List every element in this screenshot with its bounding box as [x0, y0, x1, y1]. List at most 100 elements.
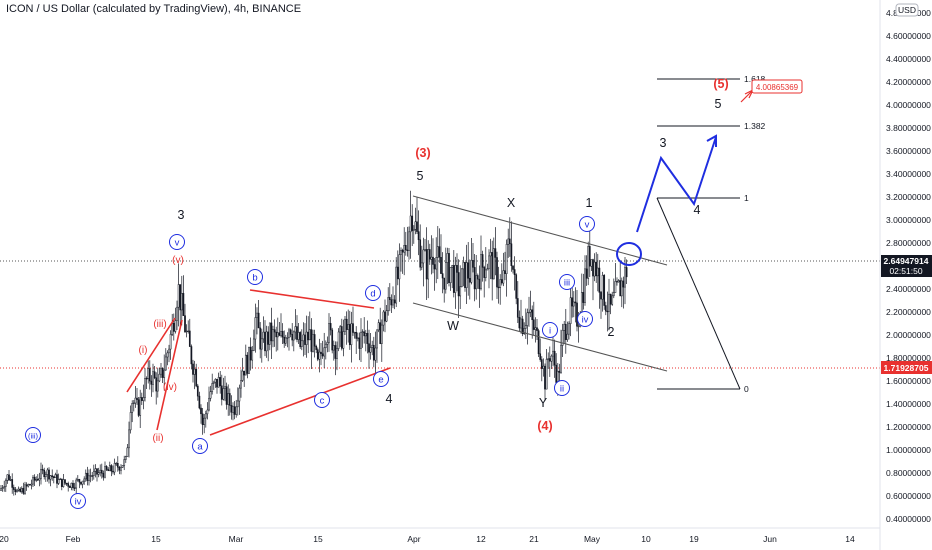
candle: [148, 360, 151, 390]
candle: [568, 321, 570, 340]
candle: [30, 479, 33, 490]
candle: [377, 319, 380, 333]
time-tick: Apr: [407, 534, 420, 544]
current-price-marker: [881, 255, 932, 277]
candle: [307, 316, 310, 354]
candle: [363, 317, 366, 344]
candle: [38, 472, 41, 487]
candle: [182, 275, 185, 317]
candle: [22, 482, 25, 495]
currency-badge: USD: [898, 5, 916, 15]
candle: [472, 243, 474, 273]
candle: [403, 227, 406, 276]
candle: [532, 301, 535, 336]
candle: [8, 470, 10, 482]
candle: [156, 367, 159, 398]
candle: [260, 328, 263, 363]
candle: [12, 484, 15, 496]
candle: [400, 247, 402, 272]
candle: [270, 307, 273, 359]
candle: [534, 317, 537, 343]
candle: [251, 346, 254, 369]
candle: [528, 296, 530, 327]
candle: [352, 306, 354, 336]
candle: [75, 477, 78, 495]
candle: [99, 464, 102, 477]
candle: [553, 339, 556, 378]
candle: [219, 371, 222, 394]
candle: [494, 227, 497, 276]
candle: [195, 363, 198, 388]
candle: [161, 367, 164, 384]
candle: [163, 354, 166, 391]
candle: [92, 464, 95, 480]
candle: [416, 197, 418, 234]
candle: [504, 251, 506, 281]
currency-badge-box[interactable]: [895, 3, 919, 17]
candle: [94, 464, 97, 478]
candle: [355, 326, 358, 354]
candle: [51, 469, 54, 481]
candle: [108, 461, 111, 472]
candle: [296, 315, 298, 343]
candle: [284, 334, 287, 347]
candle: [348, 310, 351, 350]
wave-label: c: [320, 396, 325, 407]
candle: [606, 291, 609, 332]
candle: [97, 467, 100, 478]
candle: [398, 243, 401, 302]
candle: [32, 475, 34, 487]
candle: [408, 226, 410, 260]
candle: [401, 248, 404, 274]
candle: [569, 284, 572, 337]
candle: [123, 455, 126, 471]
candle: [240, 369, 242, 398]
breakout-ellipse: [616, 242, 642, 266]
candle: [113, 458, 116, 476]
candle: [283, 330, 286, 348]
candle: [107, 467, 110, 472]
candle: [513, 256, 516, 291]
candle: [481, 250, 484, 282]
candle: [273, 319, 276, 347]
candle: [264, 320, 266, 357]
price-axis[interactable]: 4.800000004.600000004.400000004.20000000…: [879, 0, 932, 550]
candle: [595, 252, 598, 283]
candle: [372, 336, 375, 368]
candle: [368, 329, 370, 369]
candle: [142, 384, 145, 410]
candle: [542, 358, 545, 377]
candle: [243, 370, 246, 387]
candle: [334, 341, 337, 376]
candle: [540, 356, 543, 382]
wave-label: a: [197, 442, 203, 453]
candle: [326, 336, 329, 353]
candle: [440, 234, 442, 274]
candle: [33, 474, 36, 486]
candle: [585, 255, 588, 286]
candle: [371, 340, 374, 356]
candle: [404, 231, 407, 256]
time-axis[interactable]: 20 Feb 15 Mar 15 Apr 12 21 May 10 19 Jun 14: [0, 527, 880, 544]
candle: [222, 377, 225, 401]
candle: [456, 253, 458, 292]
candle: [208, 386, 210, 412]
wave-label-circle: [373, 371, 389, 387]
candle: [480, 235, 482, 291]
candle: [60, 478, 63, 491]
candle: [619, 260, 622, 297]
candle: [84, 469, 87, 482]
candle: [369, 332, 372, 360]
candle: [336, 341, 338, 371]
candle: [249, 337, 252, 371]
candle: [350, 311, 353, 363]
candle: [475, 254, 478, 300]
candle: [497, 266, 500, 304]
candle: [155, 372, 158, 405]
candle: [508, 217, 511, 257]
candle: [507, 228, 510, 258]
candle: [312, 329, 314, 353]
candle: [441, 252, 444, 294]
candle: [572, 291, 575, 318]
